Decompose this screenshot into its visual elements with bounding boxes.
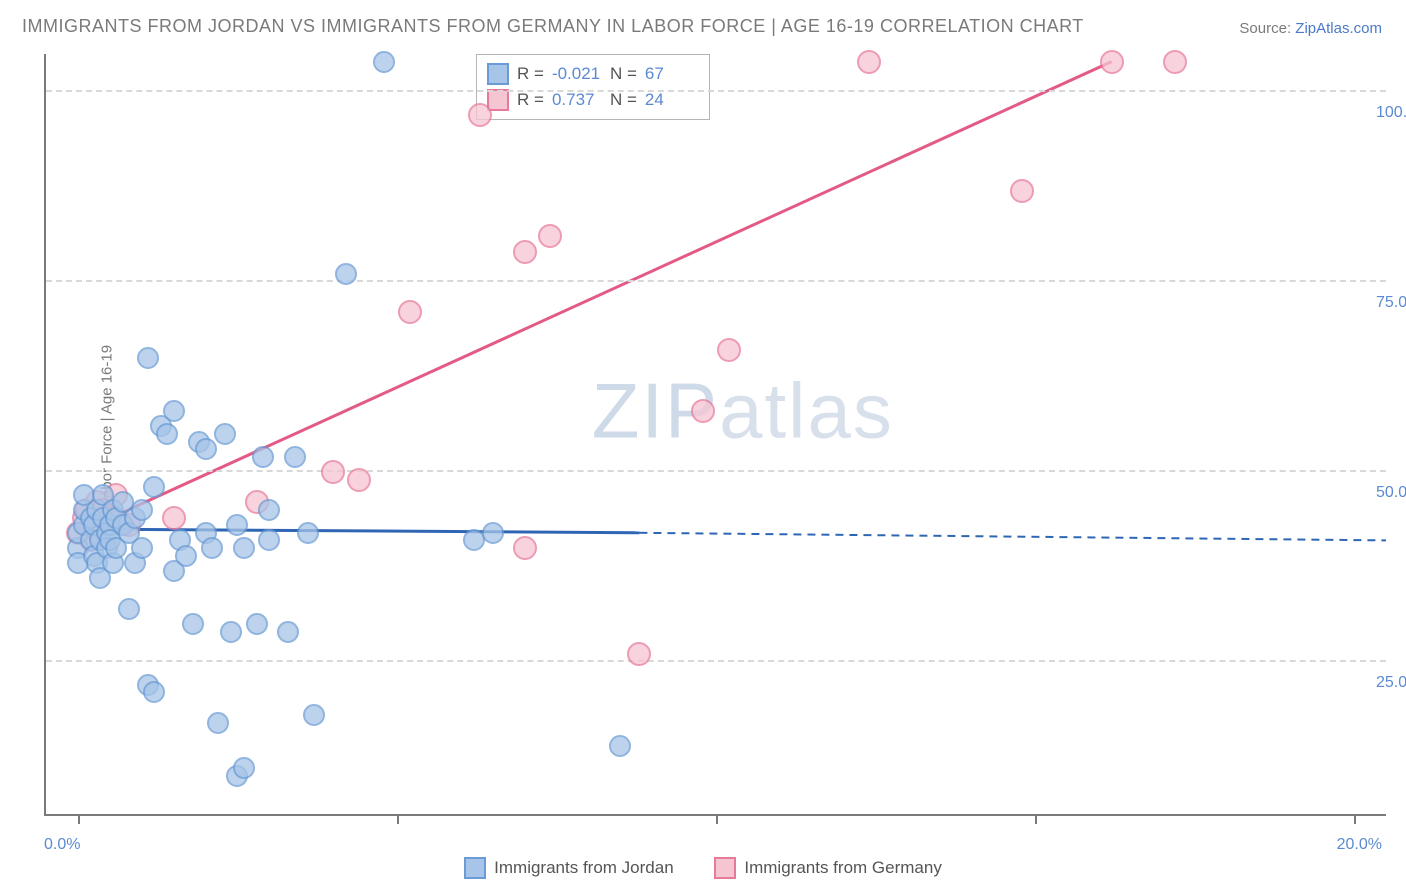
r-value-blue: -0.021 <box>552 64 602 84</box>
data-point-blue <box>258 529 280 551</box>
data-point-blue <box>131 499 153 521</box>
y-tick-label: 100.0% <box>1376 104 1406 122</box>
legend-swatch-pink <box>487 89 509 111</box>
data-point-pink <box>347 468 371 492</box>
data-point-blue <box>163 400 185 422</box>
trend-line <box>78 529 640 533</box>
r-label: R = <box>517 90 544 110</box>
source-label: Source: <box>1239 20 1295 37</box>
data-point-blue <box>373 51 395 73</box>
data-point-blue <box>220 621 242 643</box>
x-tick <box>1354 814 1356 824</box>
data-point-blue <box>137 347 159 369</box>
chart-area: In Labor Force | Age 16-19 ZIPatlas R = … <box>44 54 1386 816</box>
data-point-blue <box>252 446 274 468</box>
data-point-pink <box>1010 179 1034 203</box>
data-point-blue <box>175 545 197 567</box>
data-point-blue <box>297 522 319 544</box>
trend-lines-svg <box>46 54 1386 814</box>
data-point-blue <box>258 499 280 521</box>
n-label: N = <box>610 90 637 110</box>
y-tick-label: 50.0% <box>1376 484 1406 502</box>
source-credit: Source: ZipAtlas.com <box>1239 20 1382 37</box>
grid-line <box>46 660 1386 662</box>
data-point-blue <box>156 423 178 445</box>
trend-line <box>78 62 1112 533</box>
x-tick <box>1035 814 1037 824</box>
data-point-blue <box>284 446 306 468</box>
n-value-pink: 24 <box>645 90 695 110</box>
x-tick <box>78 814 80 824</box>
chart-title: IMMIGRANTS FROM JORDAN VS IMMIGRANTS FRO… <box>22 16 1084 37</box>
data-point-blue <box>201 537 223 559</box>
data-point-blue <box>226 514 248 536</box>
legend-row-blue: R = -0.021 N = 67 <box>487 61 695 87</box>
x-tick <box>716 814 718 824</box>
data-point-blue <box>195 438 217 460</box>
data-point-blue <box>335 263 357 285</box>
grid-line <box>46 90 1386 92</box>
data-point-blue <box>131 537 153 559</box>
grid-line <box>46 280 1386 282</box>
data-point-blue <box>246 613 268 635</box>
data-point-blue <box>233 537 255 559</box>
data-point-blue <box>233 757 255 779</box>
data-point-blue <box>303 704 325 726</box>
x-axis-label-right: 20.0% <box>1337 836 1382 854</box>
data-point-pink <box>1100 50 1124 74</box>
correlation-legend: R = -0.021 N = 67 R = 0.737 N = 24 <box>476 54 710 120</box>
x-axis-label-left: 0.0% <box>44 836 80 854</box>
data-point-pink <box>717 338 741 362</box>
data-point-pink <box>1163 50 1187 74</box>
data-point-pink <box>627 642 651 666</box>
legend-item-blue: Immigrants from Jordan <box>464 857 674 879</box>
r-value-pink: 0.737 <box>552 90 602 110</box>
data-point-pink <box>398 300 422 324</box>
data-point-pink <box>857 50 881 74</box>
data-point-blue <box>214 423 236 445</box>
data-point-blue <box>182 613 204 635</box>
data-point-blue <box>143 476 165 498</box>
data-point-blue <box>609 735 631 757</box>
series-legend: Immigrants from Jordan Immigrants from G… <box>0 857 1406 884</box>
y-tick-label: 25.0% <box>1376 674 1406 692</box>
r-label: R = <box>517 64 544 84</box>
legend-label-blue: Immigrants from Jordan <box>494 858 674 878</box>
legend-item-pink: Immigrants from Germany <box>714 857 941 879</box>
trend-line <box>639 533 1386 541</box>
data-point-blue <box>482 522 504 544</box>
data-point-blue <box>207 712 229 734</box>
data-point-pink <box>691 399 715 423</box>
y-tick-label: 75.0% <box>1376 294 1406 312</box>
data-point-pink <box>538 224 562 248</box>
data-point-blue <box>143 681 165 703</box>
n-label: N = <box>610 64 637 84</box>
x-tick <box>397 814 399 824</box>
legend-swatch-blue <box>487 63 509 85</box>
grid-line <box>46 470 1386 472</box>
legend-swatch-pink-bottom <box>714 857 736 879</box>
data-point-pink <box>513 536 537 560</box>
legend-label-pink: Immigrants from Germany <box>744 858 941 878</box>
data-point-pink <box>513 240 537 264</box>
data-point-blue <box>277 621 299 643</box>
data-point-pink <box>321 460 345 484</box>
source-link[interactable]: ZipAtlas.com <box>1295 20 1382 37</box>
legend-swatch-blue-bottom <box>464 857 486 879</box>
data-point-blue <box>118 598 140 620</box>
data-point-pink <box>468 103 492 127</box>
n-value-blue: 67 <box>645 64 695 84</box>
data-point-pink <box>162 506 186 530</box>
